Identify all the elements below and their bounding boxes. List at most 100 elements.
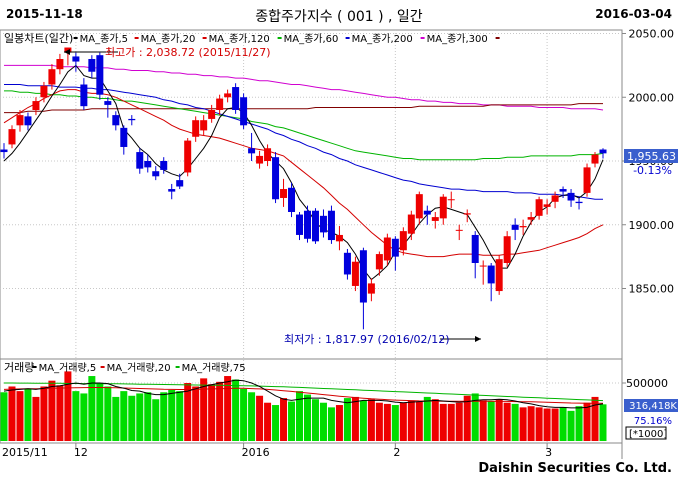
- volume-bar: [519, 407, 527, 441]
- low-annotation-arrow: [475, 336, 481, 342]
- volume-bar: [495, 399, 503, 441]
- candle-body: [80, 84, 88, 107]
- volume-bar: [567, 410, 575, 441]
- candle-body: [32, 101, 40, 110]
- volume-bar: [200, 378, 208, 441]
- volume-bar: [527, 406, 535, 441]
- candle-body: [208, 110, 216, 119]
- candle-body: [256, 155, 264, 164]
- last-price-box: [624, 149, 678, 163]
- volume-bar: [327, 407, 335, 441]
- volume-bar: [311, 399, 319, 441]
- candle-body: [335, 234, 343, 242]
- candle-body: [272, 157, 280, 200]
- volume-tick-label: 500000: [626, 377, 668, 390]
- volume-bars[interactable]: [0, 371, 607, 441]
- volume-bar: [415, 401, 423, 441]
- candle-body: [104, 101, 112, 105]
- candle-body: [319, 215, 327, 233]
- volume-bar: [319, 402, 327, 441]
- candle-body: [311, 210, 319, 242]
- volume-bar: [535, 407, 543, 441]
- legend-item: MA_종가,5: [80, 33, 128, 45]
- volume-bar: [407, 400, 415, 441]
- candle-body: [56, 59, 64, 70]
- volume-bar: [184, 383, 192, 441]
- volume-bar: [24, 388, 32, 441]
- candle-body: [343, 252, 351, 275]
- volume-bar: [375, 402, 383, 441]
- candle-body: [415, 194, 423, 219]
- candle-body: [176, 180, 184, 187]
- volume-bar: [280, 398, 288, 441]
- volume-bar: [399, 402, 407, 441]
- volume-bar: [591, 396, 599, 441]
- candle-body: [288, 187, 296, 212]
- candle-body: [152, 171, 160, 177]
- price-legend: 일봉차트(일간) MA_종가,5 MA_종가,20 MA_종가,120 MA_종가,60…: [4, 31, 500, 45]
- candles[interactable]: [0, 47, 607, 330]
- legend-item: MA_거래량,20: [107, 362, 171, 374]
- volume-bar: [88, 376, 96, 441]
- candle-body: [280, 189, 288, 198]
- candle-body: [591, 154, 599, 164]
- volume-bar: [80, 393, 88, 441]
- candle-body: [583, 167, 591, 193]
- volume-bar: [463, 395, 471, 441]
- legend-item: MA_종가,60: [284, 33, 339, 45]
- candle-body: [264, 148, 272, 161]
- candle-body: [351, 261, 359, 286]
- price-change: -0.13%: [633, 164, 672, 177]
- volume-bar: [272, 405, 280, 441]
- high-annotation: 최고가 : 2,038.72 (2015/11/27): [105, 46, 271, 59]
- volume-bar: [575, 406, 583, 441]
- volume-bar: [391, 405, 399, 441]
- price-tick-label: 2000.00: [629, 91, 675, 104]
- volume-bar: [503, 402, 511, 441]
- candle-body: [8, 129, 16, 145]
- volume-bar: [136, 393, 144, 441]
- volume-bar: [335, 405, 343, 441]
- volume-bar: [192, 386, 200, 441]
- volume-bar: [343, 398, 351, 441]
- candle-body: [487, 265, 495, 284]
- candle-body: [463, 213, 471, 215]
- candle-body: [128, 118, 136, 121]
- candle-body: [88, 59, 96, 72]
- volume-bar: [487, 401, 495, 441]
- candle-body: [248, 148, 256, 154]
- volume-bar: [455, 402, 463, 441]
- volume-bar: [0, 392, 8, 441]
- volume-bar: [511, 403, 519, 441]
- candle-body: [543, 204, 551, 207]
- candle-body: [367, 283, 375, 294]
- candle-body: [431, 217, 439, 221]
- volume-bar: [40, 386, 48, 441]
- ma-lines: [3, 64, 604, 281]
- price-tick-label: 1900.00: [629, 219, 675, 232]
- chart-header: 2015-11-18 종합주가지수 ( 001 ) , 일간 2016-03-0…: [0, 0, 678, 30]
- candle-body: [391, 238, 399, 257]
- candle-body: [535, 199, 543, 216]
- volume-bar: [8, 386, 16, 441]
- candle-body: [511, 224, 519, 230]
- candle-body: [399, 231, 407, 251]
- volume-bar: [351, 396, 359, 441]
- x-tick-label: 2: [393, 446, 400, 459]
- volume-bar: [56, 385, 64, 441]
- candle-body: [96, 55, 104, 95]
- volume-bar: [208, 384, 216, 441]
- candle-body: [48, 69, 56, 85]
- volume-bar: [72, 391, 80, 441]
- volume-bar: [144, 392, 152, 441]
- volume-ma-lines: [3, 379, 604, 409]
- volume-change: 75.16%: [634, 416, 672, 427]
- candle-body: [168, 189, 176, 192]
- volume-bar: [160, 392, 168, 441]
- volume-bar: [120, 391, 128, 441]
- candle-body: [471, 234, 479, 263]
- x-tick-label: 2016: [242, 446, 270, 459]
- candle-body: [136, 152, 144, 169]
- volume-bar: [559, 407, 567, 441]
